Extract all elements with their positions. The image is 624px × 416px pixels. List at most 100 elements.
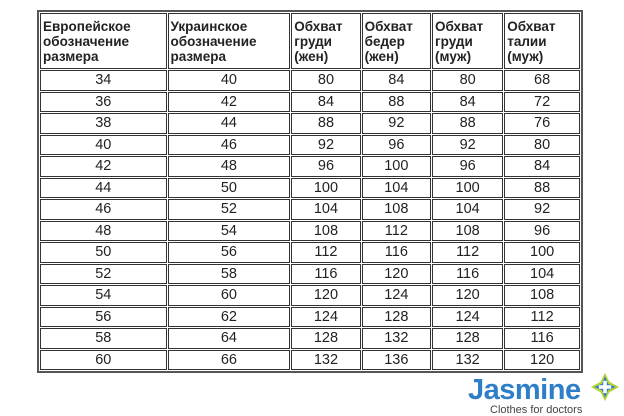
- table-cell: 36: [40, 91, 167, 112]
- size-chart-table: Европейское обозначение размера Украинское о…: [37, 10, 583, 373]
- table-cell: 100: [291, 177, 361, 198]
- table-cell: 100: [504, 242, 580, 263]
- table-cell: 128: [361, 306, 432, 327]
- table-cell: 50: [167, 177, 291, 198]
- table-cell: 88: [291, 113, 361, 134]
- table-cell: 76: [504, 113, 580, 134]
- header-line: Обхват: [435, 18, 484, 34]
- header-line: (жен): [364, 48, 399, 64]
- table-cell: 120: [432, 285, 504, 306]
- table-cell: 64: [167, 328, 291, 349]
- header-line: (жен): [294, 48, 329, 64]
- table-cell: 104: [432, 199, 504, 220]
- table-cell: 84: [504, 156, 580, 177]
- table-cell: 42: [40, 156, 167, 177]
- table-cell: 34: [40, 70, 167, 91]
- table-cell: 44: [167, 113, 291, 134]
- header-row: Европейское обозначение размера Украинское о…: [40, 13, 580, 69]
- table-cell: 104: [504, 263, 580, 284]
- table-cell: 40: [40, 134, 167, 155]
- table-cell: 52: [40, 263, 167, 284]
- table-cell: 84: [432, 91, 504, 112]
- table-cell: 100: [432, 177, 504, 198]
- table-cell: 44: [40, 177, 167, 198]
- table-cell: 112: [432, 242, 504, 263]
- table-cell: 66: [167, 349, 291, 370]
- table-cell: 108: [432, 220, 504, 241]
- table-cell: 48: [40, 220, 167, 241]
- table-cell: 60: [167, 285, 291, 306]
- header-line: размера: [43, 48, 99, 64]
- table-cell: 40: [167, 70, 291, 91]
- column-header: Европейское обозначение размера: [40, 13, 167, 69]
- table-cell: 124: [432, 306, 504, 327]
- table-cell: 128: [291, 328, 361, 349]
- table-cell: 136: [361, 349, 432, 370]
- table-cell: 108: [291, 220, 361, 241]
- brand-name: Jasmine: [468, 374, 581, 406]
- table-row: 52 58 116 120 116 104: [40, 263, 580, 284]
- table-cell: 124: [291, 306, 361, 327]
- table-cell: 108: [361, 199, 432, 220]
- table-cell: 88: [504, 177, 580, 198]
- table-cell: 132: [361, 328, 432, 349]
- table-cell: 124: [361, 285, 432, 306]
- table-cell: 120: [504, 349, 580, 370]
- header-line: (муж): [435, 48, 472, 64]
- table-cell: 56: [40, 306, 167, 327]
- table-row: 38 44 88 92 88 76: [40, 113, 580, 134]
- table-cell: 112: [291, 242, 361, 263]
- column-header: Обхват груди (жен): [291, 13, 361, 69]
- table-cell: 38: [40, 113, 167, 134]
- table-cell: 62: [167, 306, 291, 327]
- table-cell: 92: [291, 134, 361, 155]
- table-cell: 132: [291, 349, 361, 370]
- table-cell: 54: [167, 220, 291, 241]
- table-row: 46 52 104 108 104 92: [40, 199, 580, 220]
- header-line: талии: [507, 33, 547, 49]
- table-cell: 116: [504, 328, 580, 349]
- header-line: Обхват: [294, 18, 343, 34]
- table-row: 48 54 108 112 108 96: [40, 220, 580, 241]
- column-header: Украинское обозначение размера: [167, 13, 291, 69]
- table-cell: 88: [361, 91, 432, 112]
- table-cell: 68: [504, 70, 580, 91]
- table-cell: 96: [361, 134, 432, 155]
- table-cell: 92: [361, 113, 432, 134]
- table-cell: 104: [361, 177, 432, 198]
- table-cell: 96: [504, 220, 580, 241]
- table-cell: 60: [40, 349, 167, 370]
- table-cell: 50: [40, 242, 167, 263]
- header-line: размера: [170, 48, 227, 64]
- table-cell: 116: [432, 263, 504, 284]
- table-cell: 96: [432, 156, 504, 177]
- table-cell: 42: [167, 91, 291, 112]
- table-cell: 58: [40, 328, 167, 349]
- table-cell: 58: [167, 263, 291, 284]
- brand-tagline: Clothes for doctors: [490, 404, 583, 416]
- column-header: Обхват бедер (жен): [361, 13, 432, 69]
- table-cell: 72: [504, 91, 580, 112]
- table-cell: 80: [291, 70, 361, 91]
- table-cell: 92: [432, 134, 504, 155]
- column-header: Обхват груди (муж): [432, 13, 504, 69]
- table-row: 54 60 120 124 120 108: [40, 285, 580, 306]
- table-cell: 112: [361, 220, 432, 241]
- table-cell: 128: [432, 328, 504, 349]
- table-row: 40 46 92 96 92 80: [40, 134, 580, 155]
- table-cell: 116: [361, 242, 432, 263]
- table-cell: 100: [361, 156, 432, 177]
- header-line: (муж): [507, 48, 544, 64]
- header-line: обозначение: [170, 33, 257, 49]
- table-cell: 46: [167, 134, 291, 155]
- header-line: груди: [294, 33, 332, 49]
- table-row: 44 50 100 104 100 88: [40, 177, 580, 198]
- table-row: 60 66 132 136 132 120: [40, 349, 580, 370]
- table-row: 50 56 112 116 112 100: [40, 242, 580, 263]
- table-cell: 92: [504, 199, 580, 220]
- table-cell: 46: [40, 199, 167, 220]
- table-cell: 116: [291, 263, 361, 284]
- column-header: Обхват талии (муж): [504, 13, 580, 69]
- table-row: 56 62 124 128 124 112: [40, 306, 580, 327]
- table-row: 34 40 80 84 80 68: [40, 70, 580, 91]
